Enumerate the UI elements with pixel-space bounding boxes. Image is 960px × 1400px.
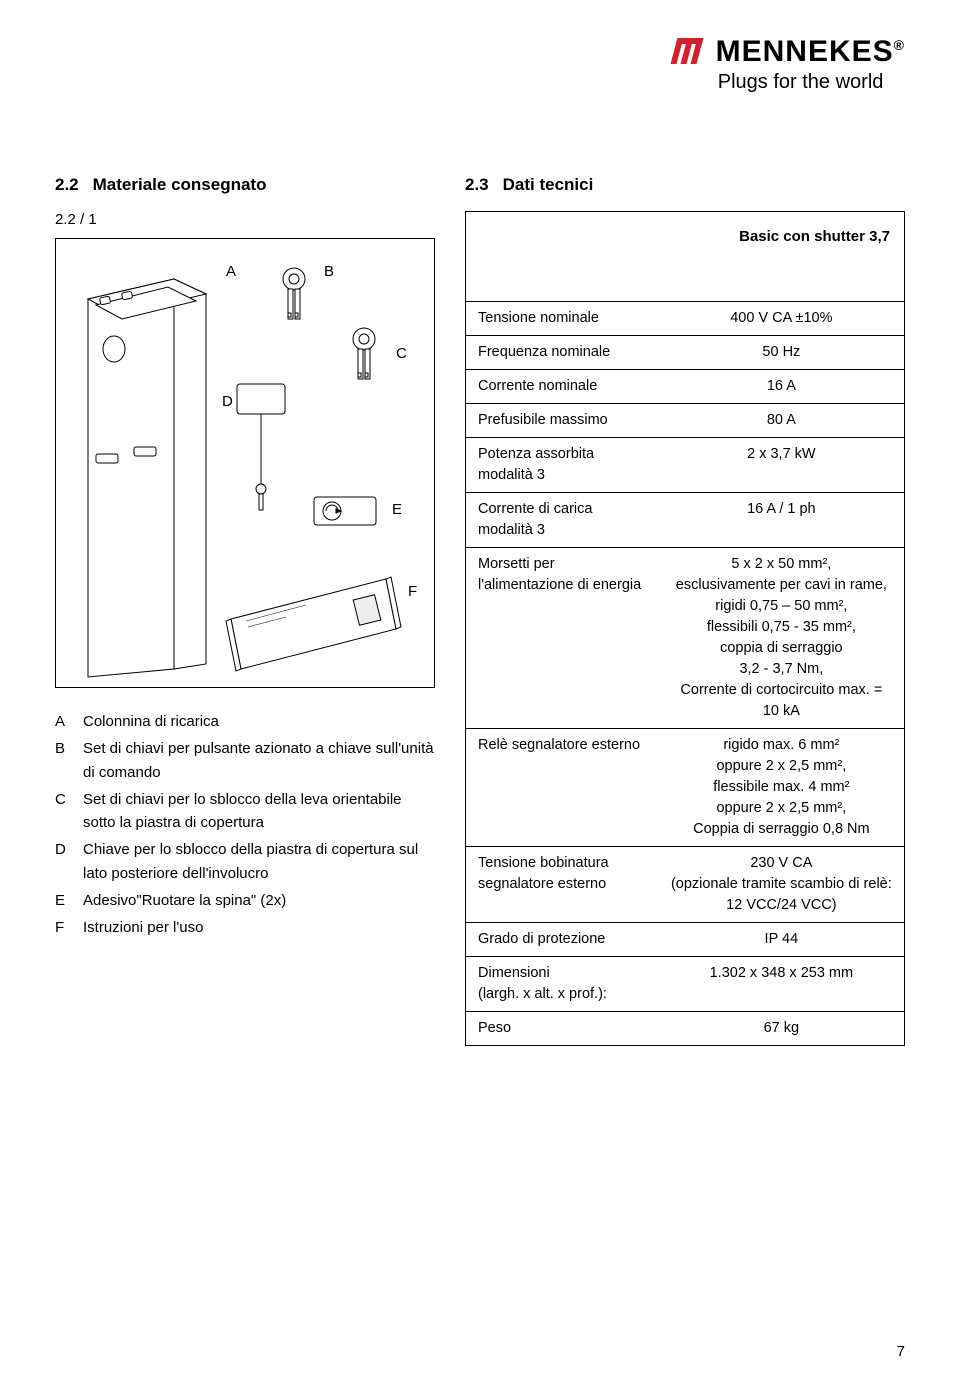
spec-title: Basic con shutter 3,7 — [466, 212, 904, 301]
table-row: Frequenza nominale50 Hz — [466, 336, 904, 370]
table-row: Tensione bobinatura segnalatore esterno2… — [466, 847, 904, 923]
table-row: Prefusibile massimo80 A — [466, 404, 904, 438]
table-row: Peso67 kg — [466, 1012, 904, 1046]
legend-list: AColonnina di ricarica BSet di chiavi pe… — [55, 710, 435, 939]
spec-label: Frequenza nominale — [466, 336, 659, 370]
callout-b: B — [324, 263, 334, 280]
spec-label: Dimensioni (largh. x alt. x prof.): — [466, 957, 659, 1012]
table-row: Corrente nominale16 A — [466, 370, 904, 404]
legend-item: BSet di chiavi per pulsante azionato a c… — [55, 737, 435, 784]
section-heading-right: 2.3 Dati tecnici — [465, 175, 905, 195]
spec-label: Peso — [466, 1012, 659, 1046]
table-row: Morsetti per l'alimentazione di energia5… — [466, 548, 904, 729]
table-row: Grado di protezioneIP 44 — [466, 923, 904, 957]
spec-value: rigido max. 6 mm² oppure 2 x 2,5 mm², fl… — [659, 729, 904, 847]
spec-value: 16 A — [659, 370, 904, 404]
callout-a: A — [226, 263, 236, 280]
table-row: Relè segnalatore esternorigido max. 6 mm… — [466, 729, 904, 847]
callout-e: E — [392, 501, 402, 518]
logo-icon — [670, 36, 712, 69]
spec-label: Corrente nominale — [466, 370, 659, 404]
brand-name: MENNEKES® — [716, 35, 905, 69]
spec-value: 50 Hz — [659, 336, 904, 370]
spec-value: 5 x 2 x 50 mm², esclusivamente per cavi … — [659, 548, 904, 729]
table-row: Dimensioni (largh. x alt. x prof.):1.302… — [466, 957, 904, 1012]
spec-label: Potenza assorbita modalità 3 — [466, 438, 659, 493]
spec-value: IP 44 — [659, 923, 904, 957]
legend-item: FIstruzioni per l'uso — [55, 916, 435, 939]
brand-tagline: Plugs for the world — [718, 71, 905, 94]
table-row: Tensione nominale400 V CA ±10% — [466, 302, 904, 336]
legend-item: EAdesivo"Ruotare la spina" (2x) — [55, 889, 435, 912]
callout-d: D — [222, 393, 233, 410]
spec-label: Tensione bobinatura segnalatore esterno — [466, 847, 659, 923]
legend-item: CSet di chiavi per lo sblocco della leva… — [55, 788, 435, 835]
spec-label: Grado di protezione — [466, 923, 659, 957]
page-number: 7 — [897, 1343, 905, 1360]
spec-value: 16 A / 1 ph — [659, 493, 904, 548]
table-row: Potenza assorbita modalità 32 x 3,7 kW — [466, 438, 904, 493]
legend-item: DChiave per lo sblocco della piastra di … — [55, 838, 435, 885]
section-heading-left: 2.2 Materiale consegnato — [55, 175, 435, 195]
spec-label: Morsetti per l'alimentazione di energia — [466, 548, 659, 729]
spec-table: Tensione nominale400 V CA ±10%Frequenza … — [466, 301, 904, 1045]
brand-logo: MENNEKES® Plugs for the world — [670, 35, 905, 94]
table-row: Corrente di carica modalità 316 A / 1 ph — [466, 493, 904, 548]
legend-item: AColonnina di ricarica — [55, 710, 435, 733]
callout-c: C — [396, 345, 407, 362]
delivery-diagram: A B C D E F — [55, 238, 435, 688]
spec-value: 1.302 x 348 x 253 mm — [659, 957, 904, 1012]
spec-label: Prefusibile massimo — [466, 404, 659, 438]
spec-label: Relè segnalatore esterno — [466, 729, 659, 847]
spec-table-box: Basic con shutter 3,7 Tensione nominale4… — [465, 211, 905, 1046]
section-sub-left: 2.2 / 1 — [55, 211, 435, 228]
callout-f: F — [408, 583, 417, 600]
spec-label: Tensione nominale — [466, 302, 659, 336]
spec-value: 80 A — [659, 404, 904, 438]
spec-value: 400 V CA ±10% — [659, 302, 904, 336]
spec-label: Corrente di carica modalità 3 — [466, 493, 659, 548]
spec-value: 230 V CA (opzionale tramite scambio di r… — [659, 847, 904, 923]
spec-value: 2 x 3,7 kW — [659, 438, 904, 493]
spec-value: 67 kg — [659, 1012, 904, 1046]
